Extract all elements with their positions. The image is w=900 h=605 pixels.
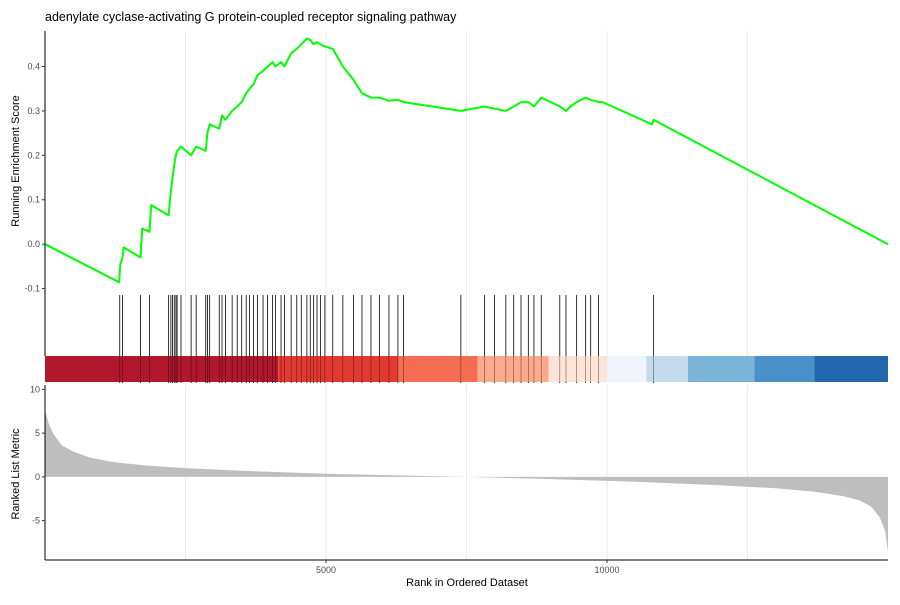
x-tick-label: 5000 xyxy=(316,565,336,575)
color-bar-segment xyxy=(754,356,815,382)
ranked-list-area xyxy=(45,409,888,553)
y-tick-label: 10 xyxy=(30,384,40,394)
color-bar-segment xyxy=(45,356,279,382)
color-bar-segment xyxy=(477,356,549,382)
axes: -0.1 0.0 0.1 0.2 0.3 0.4 -5 0 5 10 5000 10000 xyxy=(24,31,888,575)
color-bar-segment xyxy=(278,356,398,382)
running-score-panel xyxy=(44,37,889,284)
y-tick-label: 0.4 xyxy=(27,62,40,72)
color-bar-segment xyxy=(607,356,647,382)
y-tick-label: 0.3 xyxy=(27,106,40,116)
x-axis-title: Rank in Ordered Dataset xyxy=(406,577,528,589)
running-score-grid xyxy=(185,31,748,293)
y-tick-label: 0.1 xyxy=(27,195,40,205)
y-tick-label: -0.1 xyxy=(24,284,40,294)
rank-color-bar xyxy=(45,356,888,382)
y-tick-label: 0.0 xyxy=(27,239,40,249)
y-tick-label: 0 xyxy=(35,472,40,482)
ranked-list-panel xyxy=(45,409,888,553)
ranked-list-grid xyxy=(185,385,748,560)
x-tick-label: 10000 xyxy=(594,565,619,575)
chart-title: adenylate cyclase-activating G protein-c… xyxy=(45,10,457,24)
y-tick-label: -5 xyxy=(32,516,40,526)
color-bar-segment xyxy=(646,356,688,382)
color-bar-segment xyxy=(397,356,478,382)
color-bar-segment xyxy=(687,356,755,382)
color-bar-segment xyxy=(548,356,607,382)
ranked-list-axis-title: Ranked List Metric xyxy=(10,428,22,520)
color-bar-segment xyxy=(814,356,888,382)
y-tick-label: 5 xyxy=(35,428,40,438)
y-tick-label: 0.2 xyxy=(27,150,40,160)
running-score-line xyxy=(44,37,889,284)
running-score-axis-title: Running Enrichment Score xyxy=(10,95,22,226)
hits-grid xyxy=(185,293,748,356)
